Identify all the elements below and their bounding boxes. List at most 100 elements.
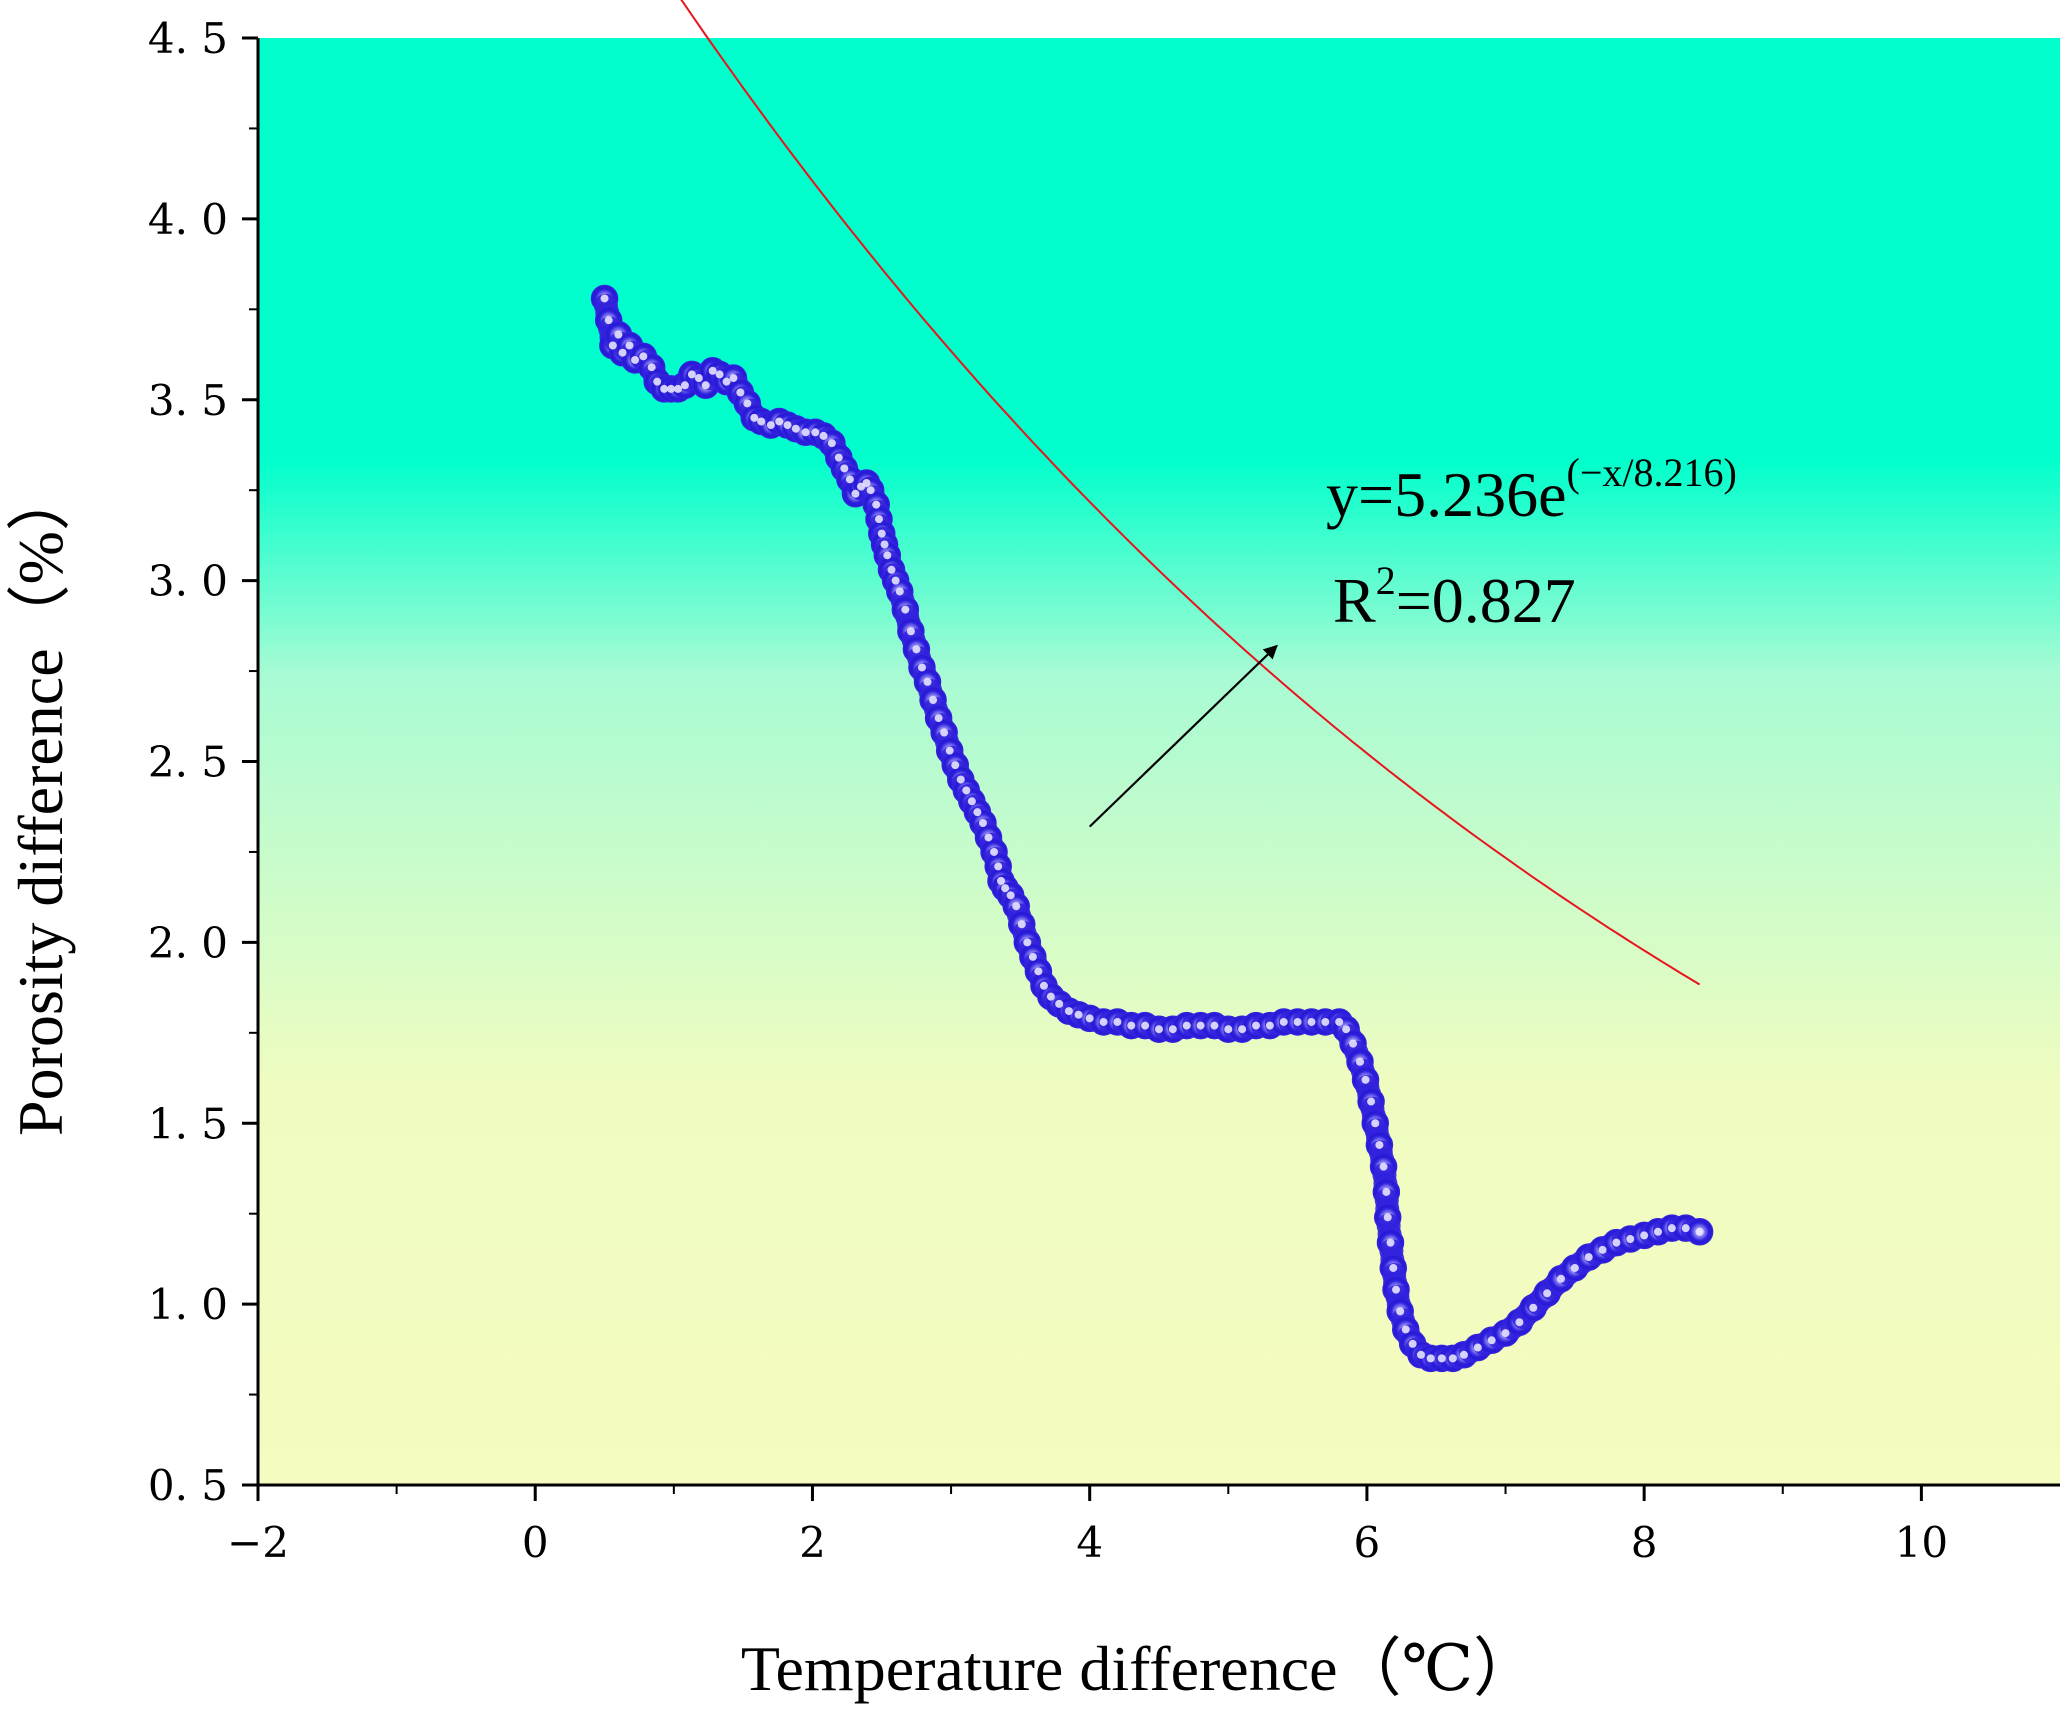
data-point-highlight <box>996 876 1005 885</box>
data-points-layer <box>590 284 1714 1373</box>
data-point-highlight <box>687 370 696 379</box>
x-tick-label: 4 <box>1076 1518 1103 1567</box>
data-point-highlight <box>866 486 875 495</box>
data-point-highlight <box>625 341 634 350</box>
data-point-highlight <box>984 833 993 842</box>
r-squared: R2=0.827 <box>1333 558 1576 636</box>
data-point-highlight <box>1321 1017 1330 1026</box>
data-point-highlight <box>1448 1354 1457 1363</box>
data-point-highlight <box>1473 1343 1482 1352</box>
data-point-highlight <box>694 374 703 383</box>
y-tick-label: 4. 0 <box>148 195 228 244</box>
data-point-highlight <box>883 551 892 560</box>
data-point-highlight <box>1416 1350 1425 1359</box>
data-point-highlight <box>1279 1017 1288 1026</box>
data-point-highlight <box>1012 902 1021 911</box>
data-point-highlight <box>604 316 613 325</box>
data-point-highlight <box>1654 1227 1663 1236</box>
data-point-highlight <box>653 377 662 386</box>
x-tick-label: −2 <box>227 1518 289 1567</box>
data-point-highlight <box>872 500 881 509</box>
data-point-highlight <box>1584 1253 1593 1262</box>
data-point-highlight <box>1113 1017 1122 1026</box>
y-tick-label: 1. 0 <box>148 1280 228 1329</box>
data-point-highlight <box>1543 1289 1552 1298</box>
data-point-highlight <box>1224 1025 1233 1034</box>
data-point-highlight <box>783 421 792 430</box>
y-tick-label: 2. 0 <box>148 918 228 967</box>
data-point-highlight <box>940 728 949 737</box>
data-point-highlight <box>722 377 731 386</box>
x-tick-label: 8 <box>1631 1518 1658 1567</box>
plot-background <box>258 38 2060 1485</box>
data-point-highlight <box>647 363 656 372</box>
data-point-highlight <box>951 761 960 770</box>
data-point-highlight <box>1401 1325 1410 1334</box>
data-point-highlight <box>600 294 609 303</box>
ticks-layer: −2 0 2 4 6 8 10 0. 5 1. 0 1. 5 2. 0 2. 5 3. 0 3. 5 4. … <box>148 14 1948 1567</box>
data-point-highlight <box>1335 1017 1344 1026</box>
data-point-highlight <box>994 862 1003 871</box>
data-point-highlight <box>1028 952 1037 961</box>
y-axis-title: Porosity difference（%） <box>5 467 76 1136</box>
data-point-highlight <box>1361 1075 1370 1084</box>
y-tick-label: 3. 5 <box>148 376 228 425</box>
data-point-highlight <box>978 818 987 827</box>
data-point-highlight <box>1342 1025 1351 1034</box>
data-point-highlight <box>1155 1025 1163 1034</box>
data-point-highlight <box>729 374 738 383</box>
data-point-highlight <box>775 417 784 426</box>
data-point-highlight <box>766 421 775 430</box>
data-point-highlight <box>1383 1213 1392 1222</box>
annotation-layer: y=5.236e(−x/8.216) R2=0.827 <box>1088 450 1737 828</box>
fit-curve-layer <box>680 0 1701 986</box>
data-point-highlight <box>1196 1021 1205 1030</box>
data-point-highlight <box>1396 1307 1405 1316</box>
data-point-highlight <box>1487 1336 1496 1345</box>
r-squared-sup: 2 <box>1376 558 1396 603</box>
data-point-highlight <box>1168 1025 1177 1034</box>
data-point-highlight <box>736 388 745 397</box>
data-point-highlight <box>901 605 910 614</box>
data-point-highlight <box>862 478 871 487</box>
data-point-highlight <box>660 384 669 393</box>
data-point-highlight <box>840 464 849 473</box>
data-point-highlight <box>1382 1187 1391 1196</box>
data-point-highlight <box>929 696 938 705</box>
data-point-highlight <box>1681 1224 1690 1233</box>
data-point-highlight <box>1379 1162 1388 1171</box>
data-point-highlight <box>708 366 717 375</box>
data-point-highlight <box>674 384 683 393</box>
data-point-highlight <box>1293 1017 1302 1026</box>
fit-curve-line <box>680 0 1701 986</box>
data-point-highlight <box>1408 1339 1417 1348</box>
data-point-highlight <box>1375 1140 1384 1149</box>
data-point-highlight <box>1389 1263 1398 1272</box>
data-point-highlight <box>801 428 810 437</box>
data-point-highlight <box>891 576 900 585</box>
y-tick-label: 2. 5 <box>148 738 228 787</box>
data-point-highlight <box>680 381 689 390</box>
data-point-highlight <box>1598 1245 1607 1254</box>
y-tick-label: 4. 5 <box>148 14 228 63</box>
x-tick-label: 0 <box>522 1518 549 1567</box>
fit-equation-exponent: (−x/8.216) <box>1567 450 1737 495</box>
data-point-highlight <box>1064 1007 1073 1016</box>
data-point-highlight <box>715 370 724 379</box>
data-point-highlight <box>906 627 915 636</box>
data-point-highlight <box>614 330 623 339</box>
data-point-highlight <box>1367 1097 1376 1106</box>
data-point-highlight <box>1515 1318 1524 1327</box>
data-point-highlight <box>701 381 710 390</box>
data-point-highlight <box>1238 1025 1247 1034</box>
x-tick-label: 10 <box>1895 1518 1948 1567</box>
data-point-highlight <box>1570 1263 1579 1272</box>
data-point-highlight <box>962 786 971 795</box>
data-point-highlight <box>887 565 896 574</box>
data-point-highlight <box>895 587 904 596</box>
data-point-highlight <box>1001 884 1010 893</box>
data-point-highlight <box>1055 999 1064 1008</box>
data-point-highlight <box>1459 1350 1468 1359</box>
data-point-highlight <box>1386 1238 1395 1247</box>
